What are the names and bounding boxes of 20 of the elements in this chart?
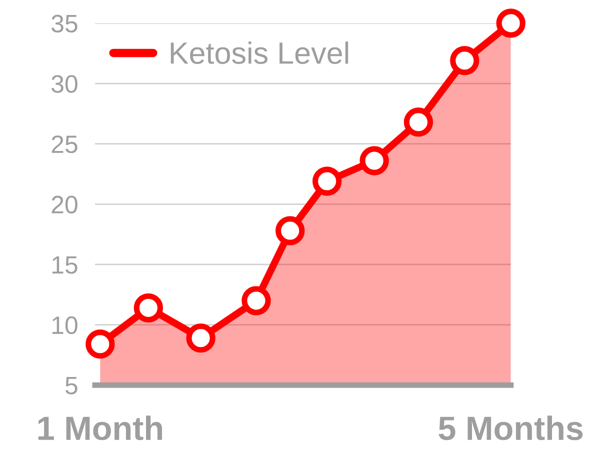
y-tick-label: 15 — [52, 256, 78, 274]
y-tick-label: 10 — [52, 316, 78, 334]
y-tick-label: 20 — [52, 196, 78, 214]
y-tick-label: 30 — [52, 75, 78, 93]
point — [86, 330, 115, 359]
point — [134, 293, 164, 322]
y-tick-label: 5 — [65, 376, 78, 394]
point — [242, 286, 271, 316]
point — [276, 216, 305, 246]
point — [312, 166, 342, 196]
legend-label: Ketosis Level — [170, 42, 348, 64]
point — [186, 323, 216, 353]
y-tick-label: 35 — [52, 14, 78, 33]
point — [360, 146, 389, 176]
x-tick-label: 1 Month — [38, 416, 162, 440]
point — [404, 108, 434, 137]
x-tick-label: 5 Months — [438, 416, 583, 440]
y-tick-label: 25 — [52, 135, 78, 154]
point — [450, 46, 480, 76]
point — [496, 8, 526, 38]
